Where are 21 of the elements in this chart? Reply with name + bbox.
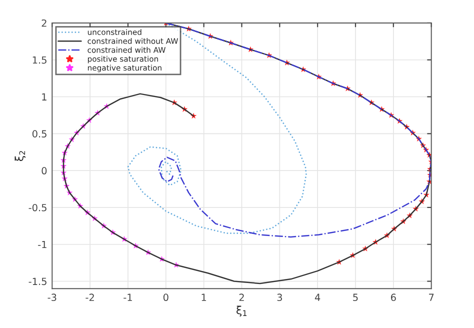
x-tick-label: -1: [124, 294, 132, 301]
y-tick-label: 0: [42, 167, 47, 174]
y-tick-label: 1.5: [32, 56, 46, 64]
x-tick-label: 4: [314, 294, 320, 301]
y-tick-label: 2: [42, 19, 46, 27]
x-tick-label: 3: [277, 294, 282, 302]
y-tick-label: 1: [42, 93, 46, 100]
y-tick-label: -0.5: [28, 204, 46, 212]
x-tick-label: 0: [163, 294, 168, 302]
x-tick-label: 2: [239, 294, 244, 301]
x-tick-label: 5: [353, 294, 358, 302]
y-axis-title: ξ$_{2}$: [14, 151, 26, 161]
x-tick-label: 1: [202, 294, 206, 301]
x-tick-label: -2: [86, 294, 94, 301]
x-tick-label: -3: [48, 294, 56, 302]
x-axis-title: ξ$_{1}$: [236, 306, 246, 316]
x-tick-label: 6: [391, 294, 396, 302]
y-tick-label: 0.5: [32, 130, 46, 138]
y-tick-label: -1.5: [28, 278, 46, 286]
y-tick-label: -1: [38, 240, 46, 248]
x-tick-label: 7: [429, 294, 434, 301]
